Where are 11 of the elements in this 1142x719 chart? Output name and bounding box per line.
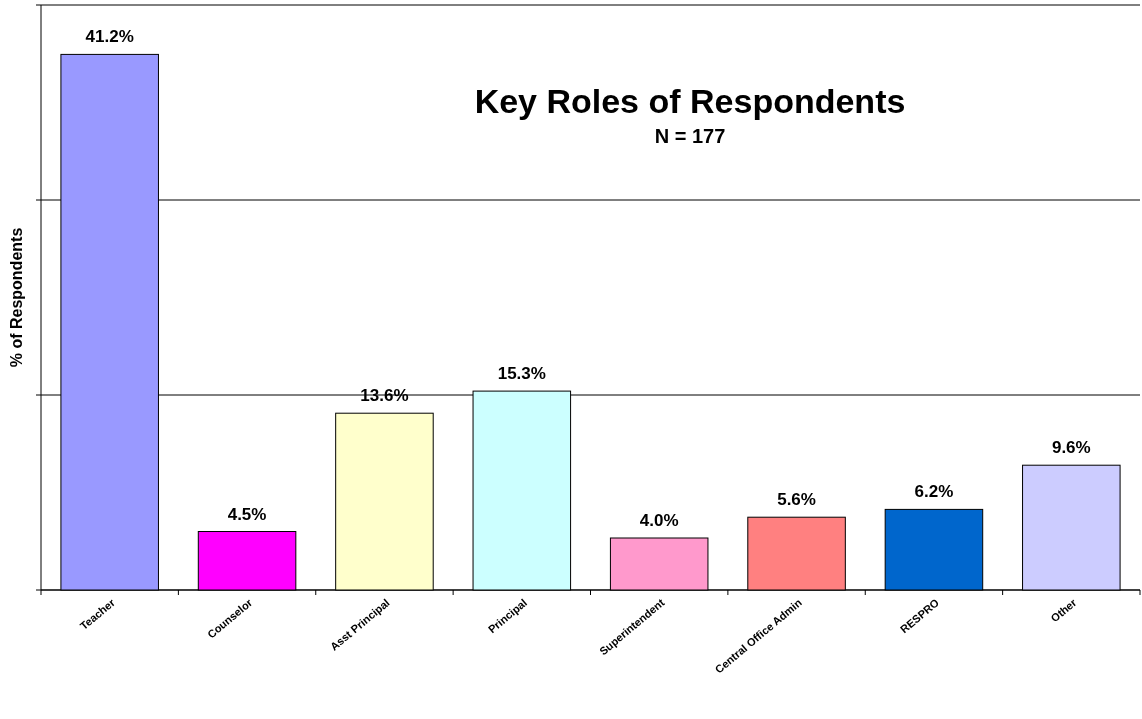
data-label: 6.2% [914, 482, 954, 502]
text: N = 177 [654, 125, 726, 147]
data-label: 13.6% [360, 386, 409, 406]
data-label: 4.5% [227, 504, 267, 524]
data-label: 15.3% [497, 364, 546, 384]
data-label: 5.6% [777, 490, 816, 510]
text: Key Roles of Respondents [474, 82, 906, 120]
data-label: 4.0% [639, 511, 679, 530]
data-label: 41.2% [85, 27, 134, 47]
data-label: 9.6% [1051, 438, 1091, 458]
y-axis-title: % of Respondents [8, 227, 25, 368]
